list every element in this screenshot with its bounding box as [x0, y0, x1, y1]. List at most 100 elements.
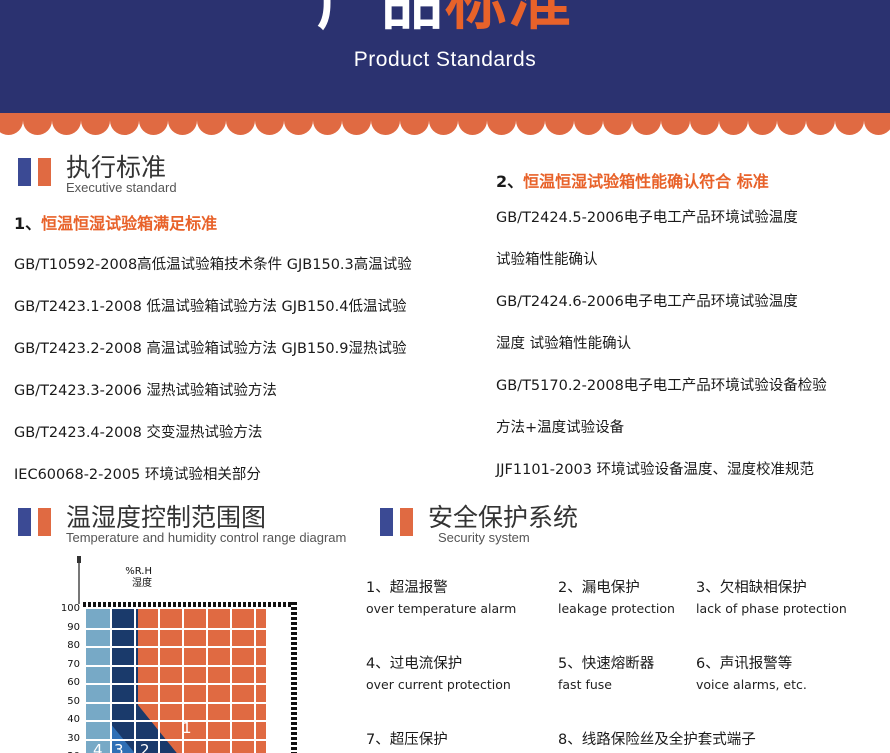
scallop-dot: [226, 113, 255, 135]
security-item-cn: 5、快速熔断器: [558, 656, 655, 672]
scallop-dot: [603, 113, 632, 135]
scallop-dot: [255, 113, 284, 135]
scallop-divider: [0, 113, 890, 135]
scallop-dot: [371, 113, 400, 135]
security-item: 1、超温报警 over temperature alarm: [366, 576, 516, 616]
scallop-dot: [0, 113, 23, 135]
scallop-dot: [806, 113, 835, 135]
scallop-dot: [748, 113, 777, 135]
security-item-en: leakage protection: [558, 601, 675, 616]
chart-plot-area: 1 2 3 4: [83, 602, 298, 753]
chart-region-label-4: 4: [93, 741, 103, 753]
chart-region-mid-blue-triangle: [110, 723, 138, 753]
scallop-dot: [197, 113, 226, 135]
security-item: 4、过电流保护 over current protection: [366, 652, 511, 692]
right-column-heading-text: 恒温恒湿试验箱性能确认符合 标准: [523, 172, 769, 191]
chart-region-label-3: 3: [114, 741, 124, 753]
left-column-heading-text: 恒温恒湿试验箱满足标准: [41, 214, 218, 233]
scallop-dot: [342, 113, 371, 135]
scallop-dot: [139, 113, 168, 135]
security-item-cn: 6、声讯报警等: [696, 656, 793, 672]
scallop-dot: [81, 113, 110, 135]
page-header: 产品标准 Product Standards: [0, 0, 890, 113]
scallop-dot: [632, 113, 661, 135]
chart-y-tick-labels: 100 90 80 70 60 50 40 30 20: [48, 602, 80, 753]
chart-gridline-h: [86, 683, 266, 685]
scallop-dot: [574, 113, 603, 135]
security-item-en: voice alarms, etc.: [696, 677, 807, 692]
heading-marker-bars-icon: [376, 508, 420, 536]
section-title-en: Security system: [438, 530, 530, 545]
chart-gridline-v: [254, 609, 256, 753]
chart-y-axis: [78, 558, 80, 604]
temperature-humidity-chart: %R.H 湿度 100 90 80 70 60 50 40 30 20 1 2 3 4: [48, 556, 323, 753]
security-item-en: over temperature alarm: [366, 601, 517, 616]
security-item-cn: 8、线路保险丝及全护套式端子: [558, 732, 756, 748]
scallop-dot: [719, 113, 748, 135]
security-item: 5、快速熔断器 fast fuse: [558, 652, 654, 692]
left-column-heading: 1、恒温恒湿试验箱满足标准: [14, 210, 217, 234]
security-item-cn: 2、漏电保护: [558, 580, 640, 596]
standard-line: GB/T2423.2-2008 高温试验箱试验方法 GJB150.9湿热试验: [14, 341, 407, 357]
chart-y-tick: 20: [54, 752, 80, 753]
chart-top-border: [83, 602, 298, 607]
security-item-en: fast fuse: [558, 677, 612, 692]
heading-marker-bars-icon: [14, 158, 58, 186]
chart-gridline-v: [230, 609, 232, 753]
security-item-cn: 3、欠相缺相保护: [696, 580, 807, 596]
chart-gridline-h: [86, 720, 266, 722]
section-title-cn: 安全保护系统: [428, 503, 579, 532]
standard-line: GB/T2423.4-2008 交变湿热试验方法: [14, 425, 263, 441]
page-title-cn-orange: 标准: [445, 0, 574, 37]
scallop-dot: [661, 113, 690, 135]
scallop-dot: [487, 113, 516, 135]
chart-gridline-v: [206, 609, 208, 753]
chart-gridline-v: [110, 609, 112, 753]
heading-marker-bars-icon: [14, 508, 58, 536]
scallop-dot: [864, 113, 890, 135]
scallop-dot: [545, 113, 574, 135]
page-title-cn-white: 产品: [316, 0, 445, 37]
scallop-dot: [516, 113, 545, 135]
standard-line: 湿度 试验箱性能确认: [496, 336, 632, 352]
security-item-cn: 7、超压保护: [366, 732, 448, 748]
chart-y-axis-arrow-icon: [77, 556, 81, 563]
chart-y-tick: 40: [67, 714, 80, 725]
chart-y-tick: 80: [67, 640, 80, 651]
chart-region-light-blue: [86, 609, 110, 753]
chart-y-tick: 30: [67, 732, 80, 744]
section-title-cn: 执行标准: [66, 153, 167, 182]
chart-y-axis-label-line2: 湿度: [132, 577, 152, 589]
security-item: 7、超压保护: [366, 728, 448, 749]
left-column-number: 1、: [14, 214, 42, 233]
section-title-en: Temperature and humidity control range d…: [66, 530, 347, 545]
standard-line: JJF1101-2003 环境试验设备温度、湿度校准规范: [496, 462, 815, 478]
scallop-dot: [313, 113, 342, 135]
chart-y-tick: 60: [67, 677, 80, 688]
chart-y-tick: 50: [67, 695, 80, 707]
scallop-dot: [168, 113, 197, 135]
standard-line: 方法+温度试验设备: [496, 420, 625, 436]
security-item-cn: 4、过电流保护: [366, 656, 463, 672]
scallop-dot: [284, 113, 313, 135]
scallop-dot: [458, 113, 487, 135]
scallop-dot: [52, 113, 81, 135]
scallop-dot: [777, 113, 806, 135]
security-item-en: over current protection: [366, 677, 511, 692]
scallop-dot: [400, 113, 429, 135]
chart-gridline-v: [182, 609, 184, 753]
security-item: 3、欠相缺相保护 lack of phase protection: [696, 576, 847, 616]
chart-gridline-h: [86, 664, 266, 667]
scallop-dot: [429, 113, 458, 135]
standard-line: GB/T2423.3-2006 湿热试验箱试验方法: [14, 383, 277, 399]
chart-y-axis-label: %R.H 湿度: [106, 566, 152, 589]
page-subtitle: Product Standards: [353, 48, 537, 71]
security-item: 8、线路保险丝及全护套式端子: [558, 728, 756, 749]
scallop-dot: [110, 113, 139, 135]
chart-gridline-h: [86, 738, 266, 741]
page-title: 产品标准: [0, 0, 890, 35]
chart-right-border: [291, 602, 297, 753]
chart-gridline-h: [86, 627, 266, 630]
chart-gridline-h: [86, 646, 266, 648]
